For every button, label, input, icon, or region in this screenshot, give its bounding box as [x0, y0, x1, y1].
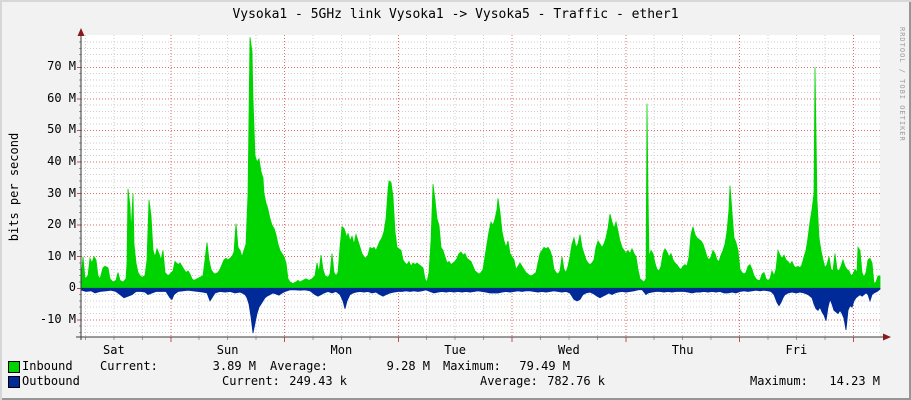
legend-row-outbound: Outbound Current: 249.43 k Average: 782.…: [0, 375, 911, 389]
inbound-average-label: Average:: [270, 359, 328, 373]
y-tick-label: 20 M: [47, 217, 76, 232]
y-tick-label: 0: [68, 280, 76, 295]
y-tick-label: 50 M: [47, 122, 76, 137]
legend-row-inbound: Inbound Current: 3.89 M Average: 9.28 M …: [0, 360, 911, 374]
inbound-current-value: 3.89 M: [212, 359, 256, 373]
inbound-label: Inbound: [22, 359, 73, 373]
inbound-color-swatch: [8, 361, 20, 373]
x-tick-label: Thu: [671, 343, 694, 357]
outbound-current-label: Current:: [222, 374, 280, 388]
outbound-color-swatch: [8, 376, 20, 388]
x-tick-label: Sat: [103, 343, 125, 357]
y-tick-label: 10 M: [47, 248, 76, 263]
y-tick-label: 70 M: [47, 59, 76, 74]
inbound-average-value: 9.28 M: [386, 359, 430, 373]
inbound-maximum-value: 79.49 M: [519, 359, 570, 373]
outbound-maximum-label: Maximum:: [750, 374, 808, 388]
rrdtool-watermark: RRDTOOL / TOBI OETIKER: [898, 27, 906, 142]
x-tick-label: Tue: [444, 343, 466, 357]
y-tick-label: -10 M: [39, 311, 76, 326]
x-tick-label: Mon: [330, 343, 353, 357]
outbound-label: Outbound: [22, 374, 80, 388]
graph-title: Vysoka1 - 5GHz link Vysoka1 -> Vysoka5 -…: [232, 7, 679, 22]
x-tick-label: Sun: [216, 343, 239, 357]
y-tick-label: 60 M: [47, 90, 76, 105]
x-tick-label: Fri: [785, 343, 808, 357]
y-tick-label: 30 M: [47, 185, 76, 200]
outbound-current-value: 249.43 k: [289, 374, 347, 388]
outbound-maximum-value: 14.23 M: [829, 374, 880, 388]
inbound-maximum-label: Maximum:: [443, 359, 501, 373]
inbound-current-label: Current:: [100, 359, 158, 373]
x-tick-label: Wed: [558, 343, 580, 357]
outbound-average-value: 782.76 k: [547, 374, 605, 388]
y-tick-label: 40 M: [47, 154, 76, 168]
outbound-average-label: Average:: [480, 374, 538, 388]
